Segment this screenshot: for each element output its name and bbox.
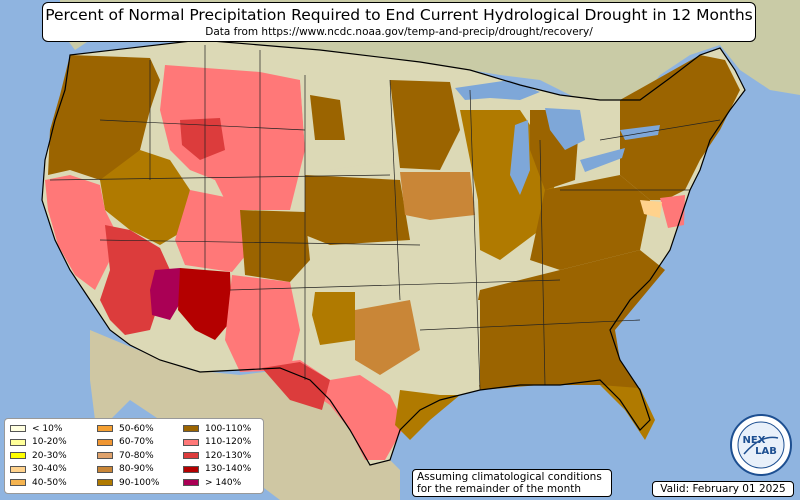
- legend-item: 100-110%: [183, 422, 251, 436]
- region-ohio-valley: [530, 175, 650, 270]
- legend-label: 120-130%: [205, 450, 252, 461]
- region-new-mexico: [225, 275, 300, 372]
- lake-erie: [580, 148, 625, 172]
- mexico-land: [90, 330, 400, 500]
- legend-label: 40-50%: [32, 477, 67, 488]
- legend-swatch: [183, 479, 199, 487]
- assumption-note: Assuming climatological conditions for t…: [412, 469, 612, 497]
- legend-swatch: [183, 465, 199, 473]
- legend-item: 20-30%: [10, 449, 67, 463]
- legend-label: 50-60%: [119, 423, 154, 434]
- legend-swatch: [97, 465, 113, 473]
- legend-swatch: [10, 452, 26, 460]
- legend-label: < 10%: [32, 423, 63, 434]
- nex-lab-logo-icon: NEX LAB: [730, 414, 792, 476]
- region-virginia-pocket: [640, 200, 662, 218]
- region-texas-west: [260, 360, 405, 460]
- legend-label: 110-120%: [205, 437, 252, 448]
- legend-item: 10-20%: [10, 436, 67, 450]
- region-montana-wyoming: [160, 65, 305, 210]
- legend-label: 20-30%: [32, 450, 67, 461]
- legend-item: 70-80%: [97, 449, 159, 463]
- region-great-basin: [100, 150, 190, 245]
- region-layer: [45, 55, 740, 460]
- region-northeast: [620, 55, 740, 200]
- legend-swatch: [97, 425, 113, 433]
- legend-item: 130-140%: [183, 463, 251, 477]
- region-california-coast: [45, 175, 120, 290]
- lake-michigan: [510, 120, 530, 195]
- legend-label: 10-20%: [32, 437, 67, 448]
- legend-label: > 140%: [205, 477, 242, 488]
- region-arkansas-oklahoma: [355, 300, 420, 375]
- region-nevada-utah: [175, 190, 250, 272]
- region-nebraska-kansas: [305, 175, 410, 245]
- region-western-arizona: [150, 268, 182, 320]
- conus-outline: [41, 39, 746, 466]
- valid-date: Valid: February 01 2025: [652, 481, 794, 497]
- region-texas-panhandle: [312, 292, 355, 345]
- lake-ontario: [620, 125, 660, 140]
- region-florida: [600, 385, 655, 440]
- legend-label: 80-90%: [119, 464, 154, 475]
- legend-swatch: [183, 425, 199, 433]
- legend-swatch: [97, 452, 113, 460]
- legend-swatch: [10, 479, 26, 487]
- region-texas-gulf: [395, 390, 460, 440]
- legend-label: 100-110%: [205, 423, 252, 434]
- region-oklahoma: [315, 245, 420, 292]
- region-delmarva: [660, 195, 685, 228]
- region-minnesota: [390, 80, 460, 170]
- legend-label: 130-140%: [205, 464, 252, 475]
- legend-swatch: [183, 438, 199, 446]
- data-source: Data from https://www.ncdc.noaa.gov/temp…: [205, 26, 593, 38]
- legend-item: 90-100%: [97, 476, 159, 490]
- title-box: Percent of Normal Precipitation Required…: [42, 2, 756, 42]
- lake-huron: [545, 108, 585, 150]
- legend-label: 70-80%: [119, 450, 154, 461]
- legend-item: < 10%: [10, 422, 67, 436]
- legend-item: > 140%: [183, 476, 251, 490]
- legend-item: 30-40%: [10, 463, 67, 477]
- logo-text-bottom: LAB: [755, 446, 777, 457]
- legend: < 10% 10-20% 20-30% 30-40% 40-50% 50-60%…: [4, 418, 264, 494]
- legend-swatch: [97, 479, 113, 487]
- legend-item: 110-120%: [183, 436, 251, 450]
- legend-swatch: [10, 438, 26, 446]
- region-colorado: [240, 210, 310, 282]
- legend-item: 50-60%: [97, 422, 159, 436]
- region-iowa: [400, 172, 475, 220]
- legend-item: 80-90%: [97, 463, 159, 477]
- logo-text-top: NEX: [743, 435, 766, 446]
- legend-column-2: 50-60% 60-70% 70-80% 80-90% 90-100%: [97, 422, 159, 490]
- region-arizona: [178, 268, 232, 340]
- legend-swatch: [10, 465, 26, 473]
- legend-item: 120-130%: [183, 449, 251, 463]
- state-borders: [49, 45, 721, 391]
- region-idaho-pocket: [180, 118, 225, 160]
- legend-item: 60-70%: [97, 436, 159, 450]
- region-missouri: [410, 220, 480, 285]
- legend-item: 40-50%: [10, 476, 67, 490]
- region-southeast: [470, 250, 665, 390]
- region-south-dakota-pocket: [310, 95, 345, 140]
- assumption-line-1: Assuming climatological conditions: [417, 471, 602, 483]
- legend-swatch: [183, 452, 199, 460]
- region-texas-big-bend: [262, 362, 330, 410]
- legend-column-3: 100-110% 110-120% 120-130% 130-140% > 14…: [183, 422, 251, 490]
- legend-label: 60-70%: [119, 437, 154, 448]
- legend-swatch: [97, 438, 113, 446]
- legend-swatch: [10, 425, 26, 433]
- region-lower-mississippi: [425, 300, 480, 395]
- legend-label: 90-100%: [119, 477, 160, 488]
- assumption-line-2: for the remainder of the month: [417, 483, 582, 495]
- map-title: Percent of Normal Precipitation Required…: [45, 6, 753, 24]
- legend-label: 30-40%: [32, 464, 67, 475]
- region-pacific-northwest: [48, 55, 160, 180]
- legend-column-1: < 10% 10-20% 20-30% 30-40% 40-50%: [10, 422, 67, 490]
